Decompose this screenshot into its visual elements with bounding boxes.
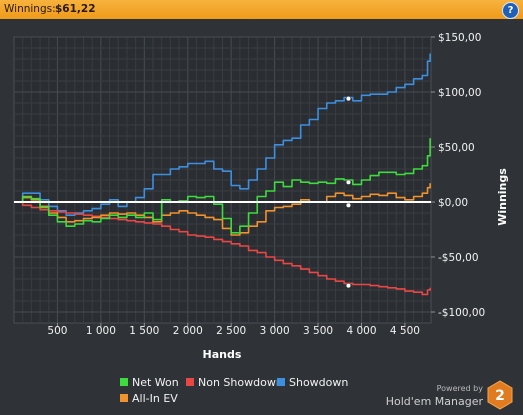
series-line-showdown [14, 53, 431, 216]
series-line-non-showdown [14, 201, 431, 296]
chart-legend: Net Won Non Showdown Showdown All-In EV [120, 376, 348, 405]
y-tick-label: $100,00 [438, 87, 481, 99]
x-tick-label: 3 500 [303, 325, 333, 337]
data-point-marker [345, 202, 352, 208]
y-tick-label: $50,00 [438, 142, 475, 154]
winnings-value: $61,22 [55, 3, 96, 15]
y-tick-label: -$100,00 [438, 307, 485, 319]
chart-series [14, 53, 431, 296]
y-tick-label: -$50,00 [438, 252, 479, 264]
chart-markers [345, 95, 352, 289]
legend-label-non-showdown: Non Showdown [198, 376, 283, 389]
x-tick-label: 2 500 [216, 325, 246, 337]
x-axis-title: Hands [203, 348, 242, 361]
powered-by-text: Powered by [437, 384, 484, 393]
legend-swatch-all-in-ev [120, 394, 128, 402]
y-tick-label: $0,00 [438, 197, 468, 209]
legend-label-net-won: Net Won [132, 376, 179, 389]
data-point-marker [345, 283, 352, 289]
x-axis-ticks: 500 1 000 1 500 2 000 2 500 3 000 3 500 4 000 4 … [47, 323, 420, 337]
x-tick-label: 1 000 [86, 325, 116, 337]
data-point-marker [345, 179, 352, 185]
hm2-logo-icon: 2 [487, 380, 513, 410]
legend-label-all-in-ev: All-In EV [132, 392, 178, 405]
brand-name: Hold'em Manager [386, 395, 484, 408]
help-icon[interactable]: ? [502, 2, 519, 19]
legend-swatch-non-showdown [186, 378, 194, 386]
y-axis-ticks: $150,00 $100,00 $50,00 $0,00 -$50,00 -$100,00 [431, 32, 485, 319]
y-tick-label: $150,00 [438, 32, 481, 44]
branding: Powered by Hold'em Manager 2 [386, 380, 513, 410]
winnings-chart: $150,00 $100,00 $50,00 $0,00 -$50,00 -$100,00… [13, 32, 513, 410]
y-axis-title: Winnings [496, 168, 509, 226]
x-tick-label: 2 000 [173, 325, 203, 337]
x-tick-label: 4 500 [390, 325, 420, 337]
x-tick-label: 3 000 [260, 325, 290, 337]
data-point-marker [345, 95, 352, 102]
series-line-net-won [14, 138, 431, 234]
x-tick-label: 4 000 [346, 325, 376, 337]
hm2-logo-badge: 2 [495, 388, 505, 404]
chart-grid [14, 36, 431, 323]
x-tick-label: 500 [47, 325, 67, 337]
legend-swatch-showdown [277, 378, 285, 386]
legend-swatch-net-won [120, 378, 128, 386]
winnings-label: Winnings: [4, 3, 56, 15]
legend-label-showdown: Showdown [289, 376, 348, 389]
winnings-header-bar: Winnings: $61,22 ? [0, 0, 523, 19]
series-line-all-in-ev [14, 183, 431, 236]
x-tick-label: 1 500 [129, 325, 159, 337]
